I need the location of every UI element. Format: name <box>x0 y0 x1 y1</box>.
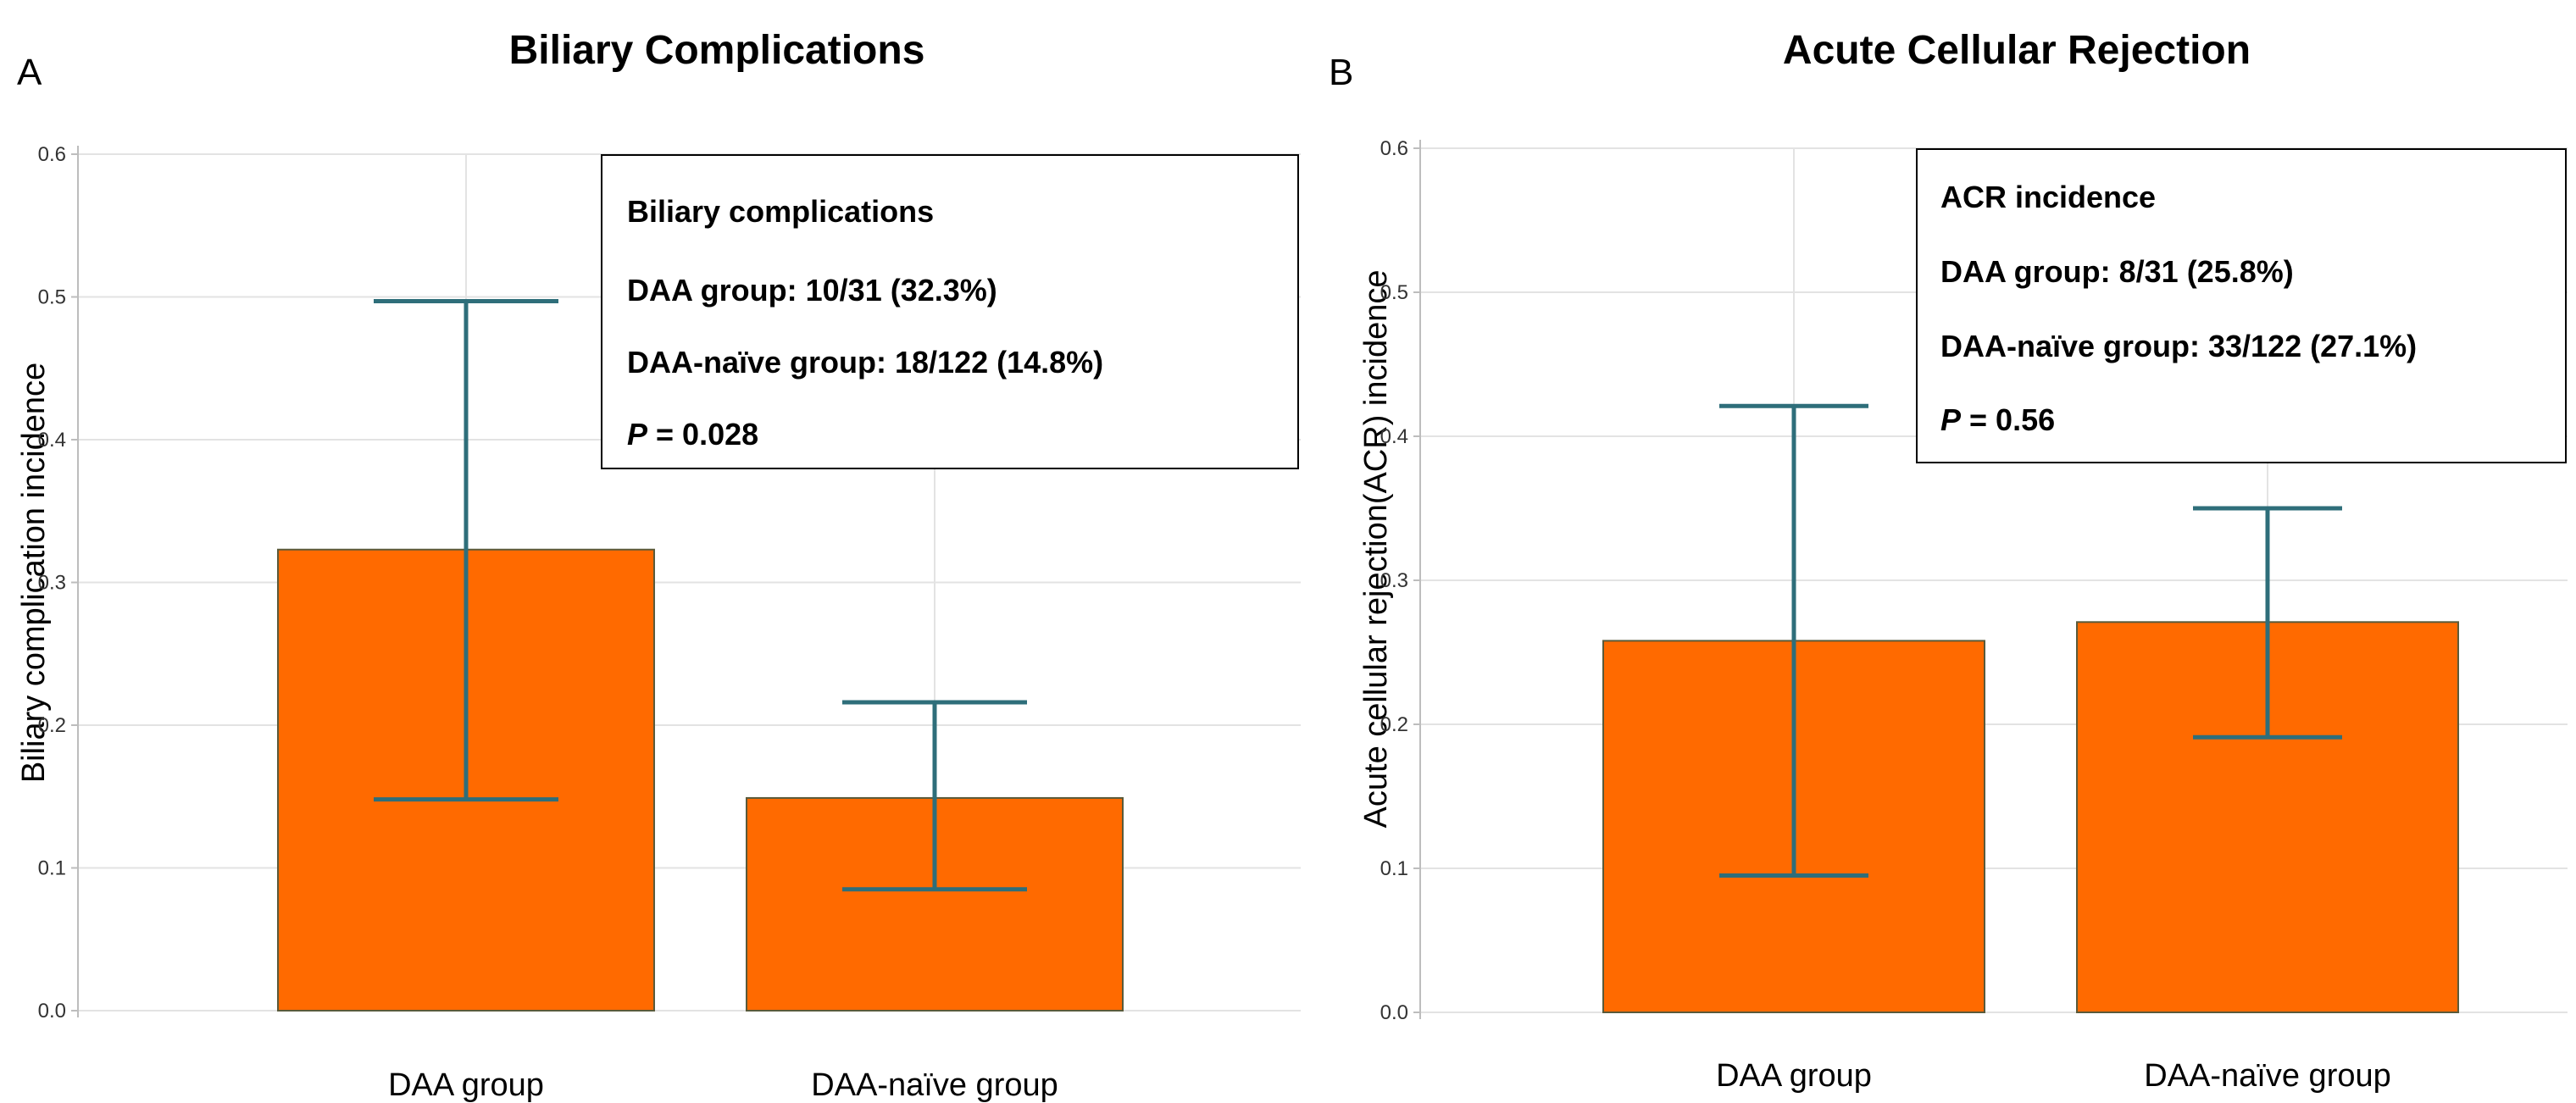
bars-a <box>277 548 1124 1012</box>
chart-title-a: Biliary Complications <box>509 28 925 73</box>
y-tick-label: 0.0 <box>38 1000 66 1023</box>
y-axis-label-b: Acute cellular rejection(ACR) incidence <box>1358 270 1394 829</box>
y-tick-label: 0.5 <box>1380 281 1408 304</box>
y-tick-label: 0.1 <box>38 857 66 880</box>
error-bar <box>374 299 558 802</box>
error-bars-a <box>374 299 1027 892</box>
y-tick-label: 0.3 <box>1380 569 1408 592</box>
annotation-pvalue-a: P = 0.028 <box>627 417 758 452</box>
y-tick-label: 0.4 <box>38 429 66 452</box>
y-tick-label: 0.6 <box>38 143 66 166</box>
bars-b <box>1602 621 2459 1014</box>
category-label: DAA group <box>1716 1058 1872 1094</box>
legend-box-a: Biliary complications DAA group: 10/31 (… <box>601 154 1299 469</box>
error-bar <box>842 700 1027 892</box>
annotation-pvalue-b: P = 0.56 <box>1940 402 2055 437</box>
category-label: DAA-naïve group <box>811 1067 1058 1103</box>
p-value-a: = 0.028 <box>647 417 758 452</box>
category-label: DAA group <box>388 1067 544 1103</box>
y-tick-label: 0.1 <box>1380 857 1408 880</box>
y-tick-label: 0.5 <box>38 286 66 309</box>
p-symbol-b: P <box>1940 402 1962 437</box>
categories-b: DAA group DAA-naïve group <box>1716 1058 2391 1094</box>
legend-box-b: ACR incidence DAA group: 8/31 (25.8%) DA… <box>1916 148 2567 463</box>
error-bar <box>1719 403 1868 878</box>
annotation-line2-a: DAA group: 10/31 (32.3%) <box>627 273 997 308</box>
panel-a: A Biliary Complications Biliary complica… <box>16 28 1301 1103</box>
category-label: DAA-naïve group <box>2144 1058 2391 1094</box>
p-value-b: = 0.56 <box>1961 402 2055 437</box>
y-tick-label: 0.0 <box>1380 1001 1408 1024</box>
annotation-line1-b: ACR incidence <box>1940 180 2156 214</box>
panel-letter-a: A <box>17 52 42 93</box>
error-bars-b <box>1719 403 2342 878</box>
y-tick-label: 0.2 <box>38 714 66 737</box>
y-tick-label: 0.6 <box>1380 137 1408 160</box>
y-tick-label: 0.4 <box>1380 425 1408 448</box>
error-bar <box>2193 506 2342 740</box>
categories-a: DAA group DAA-naïve group <box>388 1067 1058 1103</box>
annotation-box-b <box>1916 148 2567 463</box>
panel-b: B Acute Cellular Rejection Acute cellula… <box>1329 28 2568 1094</box>
p-symbol-a: P <box>627 417 648 452</box>
annotation-line3-b: DAA-naïve group: 33/122 (27.1%) <box>1940 329 2417 363</box>
panel-letter-b: B <box>1329 52 1353 93</box>
y-ticks-a: 0.0 0.1 0.2 0.3 0.4 0.5 0.6 <box>38 143 78 1023</box>
annotation-line1-a: Biliary complications <box>627 194 934 229</box>
chart-title-b: Acute Cellular Rejection <box>1783 28 2251 73</box>
y-axis-label-a: Biliary complication incidence <box>16 363 52 783</box>
y-tick-label: 0.3 <box>38 572 66 595</box>
y-ticks-b: 0.0 0.1 0.2 0.3 0.4 0.5 0.6 <box>1380 137 1420 1024</box>
annotation-line3-a: DAA-naïve group: 18/122 (14.8%) <box>627 345 1103 380</box>
annotation-line2-b: DAA group: 8/31 (25.8%) <box>1940 254 2294 289</box>
y-tick-label: 0.2 <box>1380 713 1408 736</box>
annotation-box-a <box>601 154 1299 469</box>
